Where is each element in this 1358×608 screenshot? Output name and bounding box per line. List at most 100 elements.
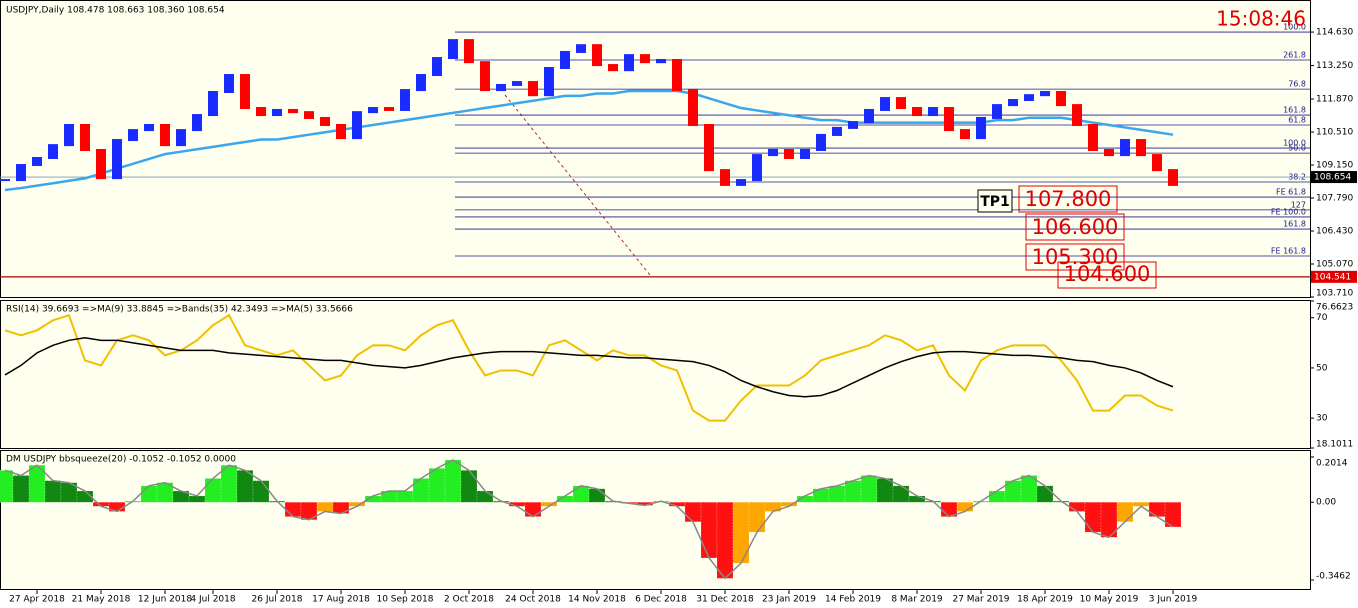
squeeze-title: DM USDJPY bbsqueeze(20) -0.1052 -0.1052 … [6, 455, 236, 465]
squeeze-bar [156, 482, 174, 503]
price-bar [224, 74, 234, 94]
y-tick-label: 114.630 [1316, 28, 1353, 38]
squeeze-bar [60, 482, 78, 503]
price-bar [80, 123, 90, 151]
target-box [1057, 261, 1157, 289]
price-bar [1104, 148, 1114, 157]
x-tick-label: 17 Aug 2018 [312, 595, 370, 605]
y-tick-label: 109.150 [1316, 161, 1353, 171]
squeeze-bar [956, 502, 974, 512]
fib-label: FE 100.0 [1271, 207, 1306, 216]
fib-label: FE 161.8 [1271, 247, 1306, 256]
price-bar [528, 81, 538, 97]
price-bar [912, 107, 922, 117]
squeeze-bar [284, 502, 302, 517]
price-bar [512, 81, 522, 86]
price-bar [816, 133, 826, 151]
price-bar [1168, 169, 1178, 186]
price-bar [256, 107, 266, 117]
price-bar [128, 129, 138, 142]
fib-label: 161.8 [1283, 106, 1306, 115]
x-tick-label: 14 Nov 2018 [568, 595, 626, 605]
price-bar [336, 123, 346, 140]
squeeze-bar [572, 485, 590, 503]
price-bar [16, 164, 26, 182]
price-bar [752, 154, 762, 182]
fib-label: 100.0 [1283, 139, 1306, 148]
squeeze-bar [684, 502, 702, 522]
support-label: 104.541 [1314, 272, 1351, 282]
squeeze-bar [396, 490, 414, 503]
squeeze-bar [876, 478, 894, 503]
price-bar [848, 121, 858, 129]
x-tick-label: 21 May 2018 [72, 595, 131, 605]
squeeze-bar [812, 488, 830, 503]
squeeze-bar [12, 475, 30, 503]
fib-label: 50.0 [1288, 144, 1306, 153]
y-tick-label: 103.710 [1316, 289, 1353, 299]
price-bar [1120, 139, 1130, 157]
y-tick-label: -0.3462 [1316, 572, 1351, 582]
price-bar [720, 169, 730, 186]
last-price-label-box [1311, 171, 1357, 184]
price-bar [624, 54, 634, 72]
price-bar [1056, 91, 1066, 107]
price-bar [576, 44, 586, 53]
squeeze-bar [332, 502, 350, 514]
x-tick-label: 10 Sep 2018 [376, 595, 433, 605]
price-bar [880, 97, 890, 111]
x-tick-label: 14 Feb 2019 [825, 595, 881, 605]
price-bar [368, 107, 378, 114]
squeeze-bar [556, 495, 574, 503]
fib-label: 61.8 [1288, 115, 1306, 124]
chart-title: USDJPY,Daily 108.478 108.663 108.360 108… [6, 6, 225, 16]
squeeze-bar [348, 502, 366, 507]
price-bar [48, 144, 58, 159]
price-bar [672, 58, 682, 92]
price-bar [592, 44, 602, 67]
y-tick-label: 111.870 [1316, 95, 1353, 105]
price-bar [544, 66, 554, 97]
squeeze-bar [828, 485, 846, 503]
price-bar [1008, 99, 1018, 107]
tp1-label: TP1 [980, 194, 1010, 210]
price-bar [416, 74, 426, 92]
squeeze-bar [700, 502, 718, 559]
squeeze-bar [140, 485, 158, 503]
rsi-line [4, 337, 1174, 398]
x-tick-label: 24 Oct 2018 [505, 595, 561, 605]
x-tick-label: 31 Dec 2018 [696, 595, 754, 605]
price-bar [64, 123, 74, 147]
y-tick-label: 30 [1316, 414, 1328, 424]
squeeze-bar [1116, 502, 1134, 522]
price-bar [1040, 91, 1050, 97]
x-tick-label: 27 Mar 2019 [952, 595, 1009, 605]
squeeze-bar [988, 490, 1006, 503]
clock: 15:08:46 [1216, 7, 1306, 31]
price-bar [656, 58, 666, 64]
price-bar [352, 111, 362, 140]
price-bar [240, 74, 250, 110]
squeeze-bar [588, 488, 606, 503]
squeeze-bar [732, 502, 750, 564]
squeeze-bar [892, 485, 910, 503]
price-bar [640, 54, 650, 64]
price-bar [608, 64, 618, 72]
squeeze-bar [220, 464, 238, 503]
price-bar [976, 116, 986, 140]
price-bar [736, 179, 746, 186]
price-bar [192, 114, 202, 132]
target-label: 105.300 [1032, 245, 1119, 269]
price-bar [784, 148, 794, 159]
fib-label: FE 61.8 [1276, 188, 1306, 197]
price-bar [944, 107, 954, 132]
target-box [1025, 213, 1125, 241]
y-tick-label: 107.790 [1316, 194, 1353, 204]
squeeze-bar [524, 502, 542, 517]
x-tick-label: 27 Apr 2018 [9, 595, 65, 605]
price-bar [272, 108, 282, 117]
price-bar [384, 107, 394, 111]
x-tick-label: 12 Jun 2018 [138, 595, 192, 605]
